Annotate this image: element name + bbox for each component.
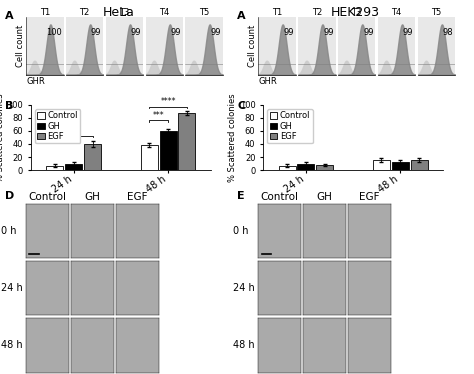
Bar — [410, 160, 428, 170]
Text: C: C — [237, 101, 245, 111]
Bar — [279, 166, 296, 170]
Y-axis label: Cell count: Cell count — [16, 25, 25, 67]
Text: EGF: EGF — [127, 192, 148, 202]
Text: 48 h: 48 h — [1, 340, 23, 350]
Text: EGF: EGF — [359, 192, 380, 202]
Y-axis label: Cell count: Cell count — [248, 25, 257, 67]
Text: E: E — [237, 191, 245, 201]
Bar — [298, 164, 314, 170]
Text: 99: 99 — [283, 28, 294, 37]
Text: 24 h: 24 h — [1, 283, 23, 293]
Text: 48 h: 48 h — [233, 340, 255, 350]
Text: ****: **** — [66, 127, 82, 136]
Text: 99: 99 — [363, 28, 374, 37]
Text: 99: 99 — [403, 28, 413, 37]
Text: Control: Control — [261, 192, 299, 202]
Text: 100: 100 — [46, 28, 62, 37]
Text: B: B — [5, 101, 13, 111]
Bar — [316, 165, 333, 170]
Text: D: D — [5, 191, 14, 201]
Text: 99: 99 — [323, 28, 334, 37]
Text: ****: **** — [160, 97, 176, 106]
Bar — [65, 164, 82, 170]
Title: T4: T4 — [159, 8, 169, 17]
Text: A: A — [5, 11, 13, 21]
Bar — [84, 144, 101, 170]
Text: 0 h: 0 h — [233, 226, 249, 236]
Text: HEK293: HEK293 — [331, 6, 380, 19]
Bar — [373, 160, 390, 170]
Bar — [160, 131, 176, 170]
Title: T3: T3 — [352, 8, 362, 17]
Bar — [392, 162, 409, 170]
Text: 0 h: 0 h — [1, 226, 17, 236]
Title: T5: T5 — [431, 8, 441, 17]
Bar — [141, 145, 158, 170]
Text: 99: 99 — [210, 28, 221, 37]
Title: T1: T1 — [272, 8, 282, 17]
Bar — [178, 113, 195, 170]
Y-axis label: % Scattered colonies: % Scattered colonies — [228, 93, 237, 182]
Legend: Control, GH, EGF: Control, GH, EGF — [35, 109, 81, 143]
Title: T3: T3 — [119, 8, 129, 17]
Title: T2: T2 — [80, 8, 90, 17]
Legend: Control, GH, EGF: Control, GH, EGF — [267, 109, 313, 143]
Text: 99: 99 — [91, 28, 101, 37]
Text: HeLa: HeLa — [102, 6, 135, 19]
Bar — [46, 166, 64, 170]
Text: ***: *** — [153, 111, 164, 120]
Text: GH: GH — [317, 192, 333, 202]
Text: 98: 98 — [443, 28, 453, 37]
Text: 99: 99 — [171, 28, 181, 37]
Title: T2: T2 — [312, 8, 322, 17]
Text: Control: Control — [28, 192, 66, 202]
Text: 24 h: 24 h — [233, 283, 255, 293]
Title: T5: T5 — [199, 8, 209, 17]
Y-axis label: % Scattered colonies: % Scattered colonies — [0, 93, 5, 182]
Title: T4: T4 — [392, 8, 401, 17]
Text: 99: 99 — [131, 28, 141, 37]
Text: GH: GH — [84, 192, 100, 202]
Text: A: A — [237, 11, 246, 21]
Text: GHR: GHR — [258, 77, 277, 86]
Text: GHR: GHR — [26, 77, 45, 86]
Title: T1: T1 — [40, 8, 50, 17]
